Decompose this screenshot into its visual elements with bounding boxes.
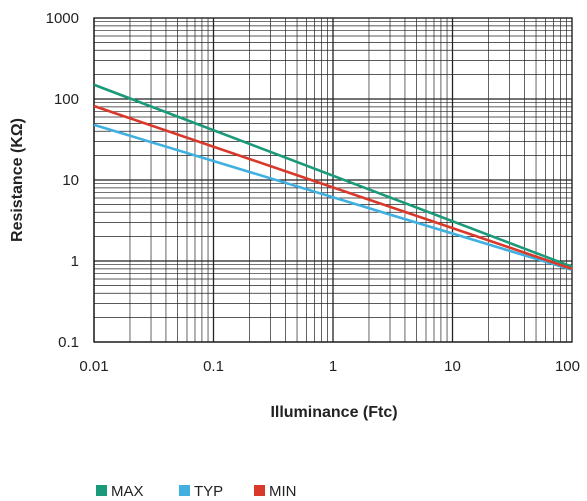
series-line-max [93,83,573,268]
x-axis-title: Illuminance (Ftc) [270,404,397,421]
legend-item-max: MAX [96,483,144,500]
x-tick-label: 1 [329,358,337,375]
y-tick-label: 1000 [46,10,79,27]
legend-item-min: MIN [254,483,297,500]
y-tick-label: 10 [62,172,79,189]
x-tick-label: 0.01 [79,358,108,375]
legend-item-typ: TYP [179,483,223,500]
y-tick-label: 100 [54,91,79,108]
legend: MAX TYP MIN [96,483,297,500]
series-layer [93,83,573,271]
grid [93,18,572,343]
y-tick-label: 1 [71,253,79,270]
series-line-typ [93,123,573,271]
plot-frame [93,17,573,343]
x-tick-label: 0.1 [203,358,224,375]
y-axis-title: Resistance (KΩ) [9,118,26,242]
x-tick-label: 100 [555,358,580,375]
plot-border [93,17,573,343]
series-line-min [93,104,573,271]
x-axis-ticks: 0.01 0.1 1 10 100 [79,358,580,375]
y-tick-label: 0.1 [58,334,79,351]
legend-swatch [254,485,265,496]
legend-label: MIN [269,483,297,500]
y-axis-ticks: 0.1 1 10 100 1000 [46,10,79,351]
legend-swatch [96,485,107,496]
x-tick-label: 10 [444,358,461,375]
legend-swatch [179,485,190,496]
legend-label: MAX [111,483,144,500]
legend-label: TYP [194,483,223,500]
